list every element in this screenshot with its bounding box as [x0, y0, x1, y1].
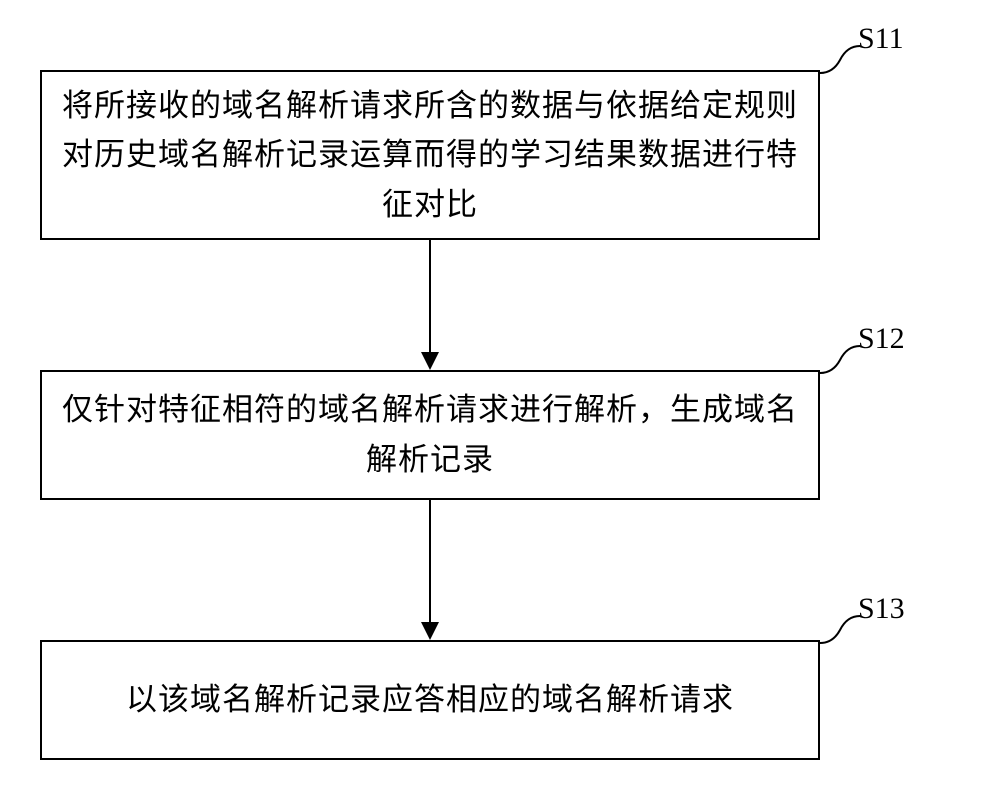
step-text-s12: 仅针对特征相符的域名解析请求进行解析，生成域名解析记录	[62, 385, 798, 484]
step-box-s11: 将所接收的域名解析请求所含的数据与依据给定规则对历史域名解析记录运算而得的学习结…	[40, 70, 820, 240]
step-text-s13: 以该域名解析记录应答相应的域名解析请求	[126, 675, 734, 725]
arrow-head-2	[421, 622, 439, 640]
arrow-head-1	[421, 352, 439, 370]
arrow-line-1	[429, 240, 431, 352]
step-label-s12: S12	[858, 322, 905, 356]
flowchart-container: 将所接收的域名解析请求所含的数据与依据给定规则对历史域名解析记录运算而得的学习结…	[0, 0, 1000, 805]
step-box-s12: 仅针对特征相符的域名解析请求进行解析，生成域名解析记录	[40, 370, 820, 500]
step-label-s11: S11	[858, 22, 904, 56]
arrow-line-2	[429, 500, 431, 622]
step-box-s13: 以该域名解析记录应答相应的域名解析请求	[40, 640, 820, 760]
step-text-s11: 将所接收的域名解析请求所含的数据与依据给定规则对历史域名解析记录运算而得的学习结…	[62, 81, 798, 230]
step-label-s13: S13	[858, 592, 905, 626]
